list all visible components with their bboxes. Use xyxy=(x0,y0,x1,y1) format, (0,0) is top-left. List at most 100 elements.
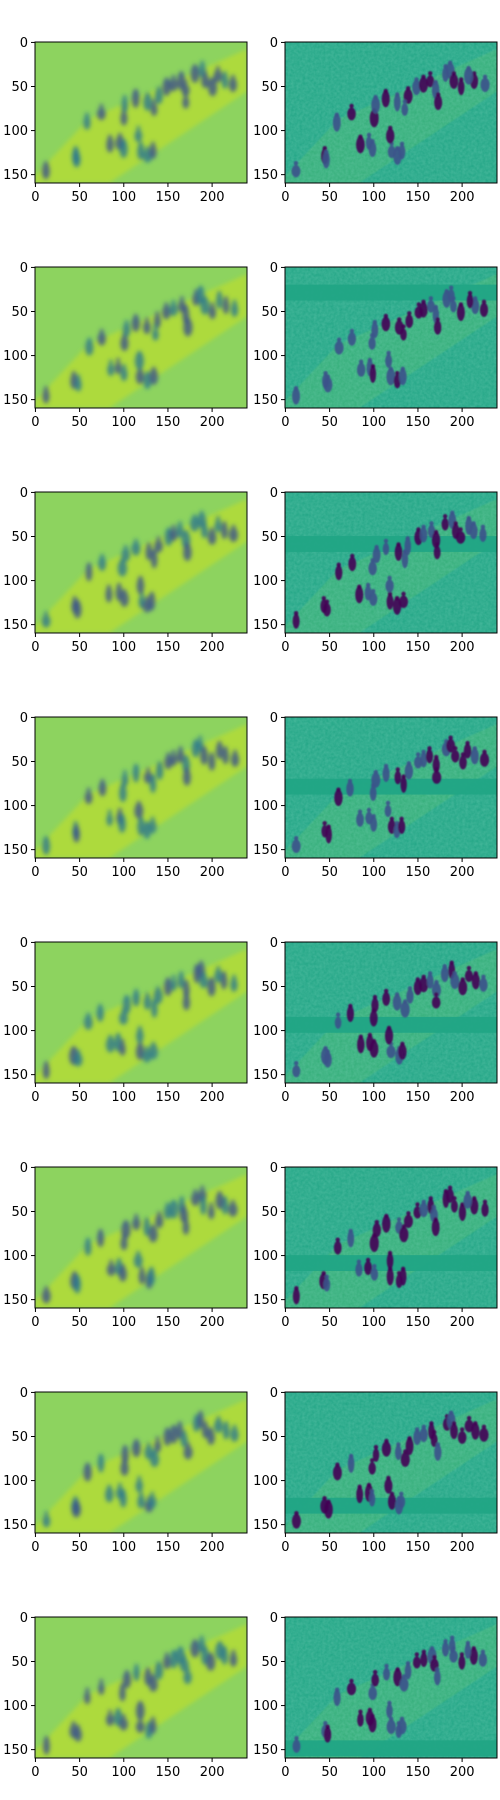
x-tick-label: 0 xyxy=(31,415,39,430)
figure-blob xyxy=(406,989,413,1004)
subplot-3-0: 0 50 100 150 200050100150 xyxy=(3,711,247,880)
figure-head xyxy=(429,1196,433,1200)
figure-blob xyxy=(394,771,401,784)
figure-head xyxy=(85,1463,89,1467)
figure-blob xyxy=(323,377,332,392)
figure-head xyxy=(100,329,104,333)
x-tick-label: 50 xyxy=(71,415,88,430)
x-tick-label: 100 xyxy=(111,1315,136,1330)
figure-head xyxy=(86,1013,90,1017)
figure-blob xyxy=(399,1227,408,1242)
figure-blob xyxy=(432,771,441,784)
figure-blob xyxy=(183,769,191,785)
y-tick-label: 150 xyxy=(3,1068,28,1083)
figure-blob xyxy=(387,594,394,610)
figure-head xyxy=(145,317,149,321)
figure-head xyxy=(443,514,447,518)
figure-head xyxy=(208,1652,212,1656)
figure-head xyxy=(200,61,204,65)
figure-head xyxy=(337,563,341,567)
y-tick-label: 50 xyxy=(261,1655,278,1670)
x-tick-label: 50 xyxy=(71,1315,88,1330)
figure-blob xyxy=(293,614,300,629)
figure-blob xyxy=(85,791,93,804)
x-tick-label: 50 xyxy=(321,640,338,655)
figure-head xyxy=(178,521,182,525)
figure-head xyxy=(184,305,188,309)
figure-head xyxy=(193,1189,197,1193)
figure-blob xyxy=(434,546,441,560)
figure-head xyxy=(216,516,220,520)
x-tick-label: 100 xyxy=(361,1765,386,1780)
x-tick-label: 100 xyxy=(361,1090,386,1105)
figure-blob xyxy=(221,523,228,539)
figure-blob xyxy=(143,321,151,334)
figure-head xyxy=(183,80,187,84)
figure-head xyxy=(107,1485,111,1489)
y-tick-label: 100 xyxy=(253,574,278,589)
figure-head xyxy=(107,585,111,589)
heatmap-image xyxy=(35,1617,247,1758)
figure-head xyxy=(294,1511,298,1515)
figure-blob xyxy=(413,1656,421,1668)
figure-head xyxy=(218,1641,222,1645)
figure-head xyxy=(139,142,143,146)
figure-blob xyxy=(479,528,486,542)
figure-blob xyxy=(131,542,140,555)
figure-blob xyxy=(135,130,143,142)
figure-head xyxy=(386,801,390,805)
figure-head xyxy=(124,1220,128,1224)
figure-head xyxy=(350,554,354,558)
heatmap-image xyxy=(285,1392,497,1533)
figure-blob xyxy=(371,998,378,1013)
figure-head xyxy=(180,296,184,300)
figure-blob xyxy=(413,1430,421,1445)
y-tick-label: 150 xyxy=(3,1293,28,1308)
figure-head xyxy=(473,1421,477,1425)
y-tick-label: 150 xyxy=(3,1743,28,1758)
figure-head xyxy=(449,286,453,290)
figure-head xyxy=(180,1196,184,1200)
figure-blob xyxy=(335,341,344,354)
figure-head xyxy=(71,1721,75,1725)
figure-blob xyxy=(107,1264,116,1276)
figure-head xyxy=(449,961,453,965)
figure-head xyxy=(401,774,405,778)
figure-head xyxy=(232,1425,236,1429)
figure-blob xyxy=(231,303,238,317)
figure-head xyxy=(157,1211,161,1215)
x-tick-label: 50 xyxy=(321,1315,338,1330)
figure-head xyxy=(152,1449,156,1453)
figure-blob xyxy=(292,1514,301,1529)
y-tick-label: 100 xyxy=(3,124,28,139)
x-tick-label: 100 xyxy=(361,640,386,655)
x-tick-label: 200 xyxy=(450,865,475,880)
figure-head xyxy=(99,104,103,108)
figure-head xyxy=(149,1267,153,1271)
figure-blob xyxy=(398,820,405,834)
figure-blob xyxy=(214,1419,223,1433)
figure-head xyxy=(452,71,456,75)
figure-head xyxy=(414,77,418,81)
y-tick-label: 0 xyxy=(270,1611,278,1626)
figure-head xyxy=(121,1714,125,1718)
figure-blob xyxy=(183,1220,190,1235)
figure-head xyxy=(434,530,438,534)
figure-head xyxy=(76,1725,80,1729)
figure-head xyxy=(460,1652,464,1656)
y-tick-label: 50 xyxy=(11,1205,28,1220)
figure-blob xyxy=(446,1189,454,1203)
figure-head xyxy=(403,999,407,1003)
figure-head xyxy=(72,1046,76,1050)
x-tick-label: 150 xyxy=(406,865,431,880)
y-tick-label: 100 xyxy=(253,799,278,814)
figure-head xyxy=(120,1039,124,1043)
figure-head xyxy=(184,755,188,759)
figure-head xyxy=(152,549,156,553)
y-tick-label: 0 xyxy=(20,486,28,501)
y-tick-label: 0 xyxy=(20,711,28,726)
figure-blob xyxy=(120,111,127,125)
figure-blob xyxy=(143,94,152,111)
figure-blob xyxy=(347,107,356,120)
figure-head xyxy=(152,99,156,103)
